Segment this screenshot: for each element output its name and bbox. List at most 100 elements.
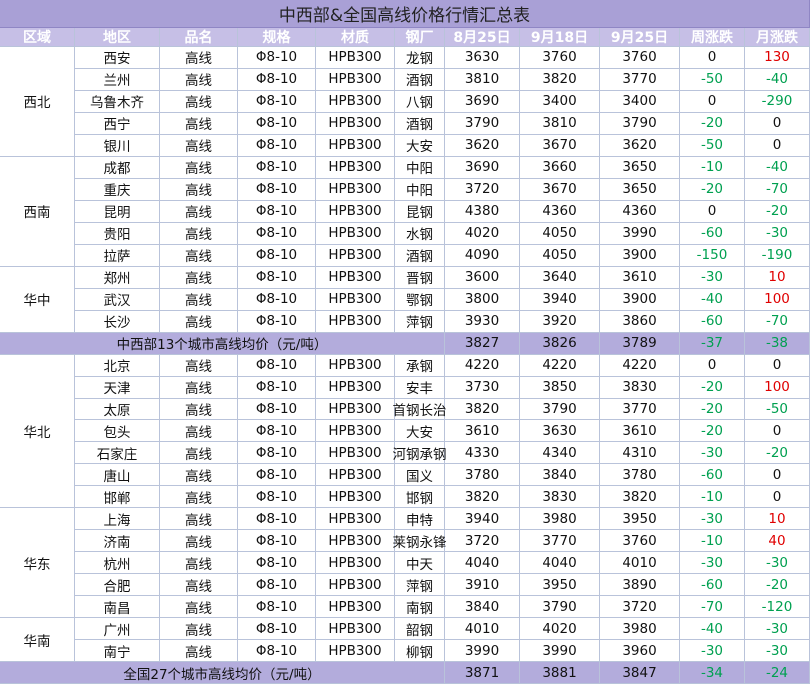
table-cell: HPB300 [316,574,395,597]
table-cell: 3800 [445,288,520,311]
table-cell: HPB300 [316,90,395,113]
table-cell: 3920 [520,310,600,333]
table-cell: -10 [680,530,745,553]
table-cell: -30 [680,442,745,465]
table-cell: 高线 [160,134,238,157]
table-cell: HPB300 [316,618,395,641]
table-cell: 首钢长治 [393,398,447,421]
table-cell: 3630 [445,47,520,69]
table-cell: Φ8-10 [238,376,316,399]
table-cell: HPB300 [316,222,395,245]
city-cell: 广州 [75,618,160,641]
table-cell: Φ8-10 [238,508,316,531]
table-cell: 高线 [160,618,238,641]
table-cell: -60 [680,464,745,487]
table-cell: 4360 [520,200,600,223]
table-cell: -50 [745,398,810,421]
table-cell: 高线 [160,47,238,69]
table-cell: 0 [680,90,745,113]
table-cell: 40 [745,530,810,553]
table-cell: 4090 [445,244,520,267]
table-cell: Φ8-10 [238,486,316,509]
table-cell: -20 [745,574,810,597]
city-cell: 邯郸 [75,486,160,509]
table-cell: 水钢 [395,222,445,245]
table-cell: 高线 [160,266,238,289]
city-cell: 乌鲁木齐 [75,90,160,113]
table-cell: -20 [680,420,745,443]
region-cell: 华东 [0,508,75,619]
table-cell: HPB300 [316,354,395,377]
table-cell: 3900 [600,288,680,311]
table-cell: 4220 [520,354,600,377]
table-cell: 3960 [600,640,680,663]
table-cell: Φ8-10 [238,134,316,157]
table-cell: 4010 [445,618,520,641]
table-cell: Φ8-10 [238,618,316,641]
table-cell: 10 [745,508,810,531]
column-header: 月涨跌 [745,28,810,47]
table-cell: 3840 [520,464,600,487]
city-cell: 长沙 [75,310,160,333]
table-cell: 高线 [160,640,238,663]
table-cell: Φ8-10 [238,156,316,179]
table-cell: 高线 [160,508,238,531]
table-cell: HPB300 [316,112,395,135]
table-cell: HPB300 [316,420,395,443]
table-cell: Φ8-10 [238,398,316,421]
column-header: 9月18日 [520,28,600,47]
table-cell: 3790 [520,596,600,619]
table-cell: 3980 [600,618,680,641]
table-cell: -150 [680,244,745,267]
table-cell: -50 [680,134,745,157]
table-cell: -30 [680,640,745,663]
column-header: 周涨跌 [680,28,745,47]
table-cell: Φ8-10 [238,530,316,553]
table-cell: 南钢 [395,596,445,619]
table-cell: HPB300 [316,288,395,311]
table-cell: HPB300 [316,156,395,179]
table-cell: 3610 [600,420,680,443]
table-cell: 国义 [395,464,445,487]
table-cell: 3780 [445,464,520,487]
table-cell: 100 [745,288,810,311]
table-cell: 酒钢 [395,244,445,267]
city-cell: 杭州 [75,552,160,575]
table-cell: HPB300 [316,310,395,333]
table-cell: 3990 [600,222,680,245]
table-cell: 高线 [160,530,238,553]
table-cell: 4220 [445,354,520,377]
column-header: 规格 [238,28,316,47]
column-header: 钢厂 [395,28,445,47]
table-cell: Φ8-10 [238,112,316,135]
average-value: 3789 [600,332,680,355]
table-cell: 高线 [160,420,238,443]
table-cell: 中天 [395,552,445,575]
column-header: 9月25日 [600,28,680,47]
region-cell: 西南 [0,156,75,267]
table-cell: 柳钢 [395,640,445,663]
table-cell: 昆钢 [395,200,445,223]
table-cell: 3830 [600,376,680,399]
table-cell: 3650 [600,178,680,201]
table-cell: 3720 [445,178,520,201]
table-cell: 安丰 [395,376,445,399]
table-cell: 4220 [600,354,680,377]
table-cell: 3760 [520,47,600,69]
table-cell: 3690 [445,156,520,179]
table-cell: HPB300 [316,134,395,157]
table-cell: Φ8-10 [238,47,316,69]
table-cell: -20 [680,398,745,421]
table-cell: Φ8-10 [238,552,316,575]
table-cell: -30 [680,266,745,289]
table-cell: -50 [680,68,745,91]
table-cell: 3890 [600,574,680,597]
table-cell: Φ8-10 [238,178,316,201]
table-cell: -10 [680,156,745,179]
average-value: -34 [680,662,745,685]
column-header: 地区 [75,28,160,47]
table-cell: -40 [745,68,810,91]
table-cell: 高线 [160,486,238,509]
table-cell: 高线 [160,222,238,245]
city-cell: 西安 [75,47,160,69]
